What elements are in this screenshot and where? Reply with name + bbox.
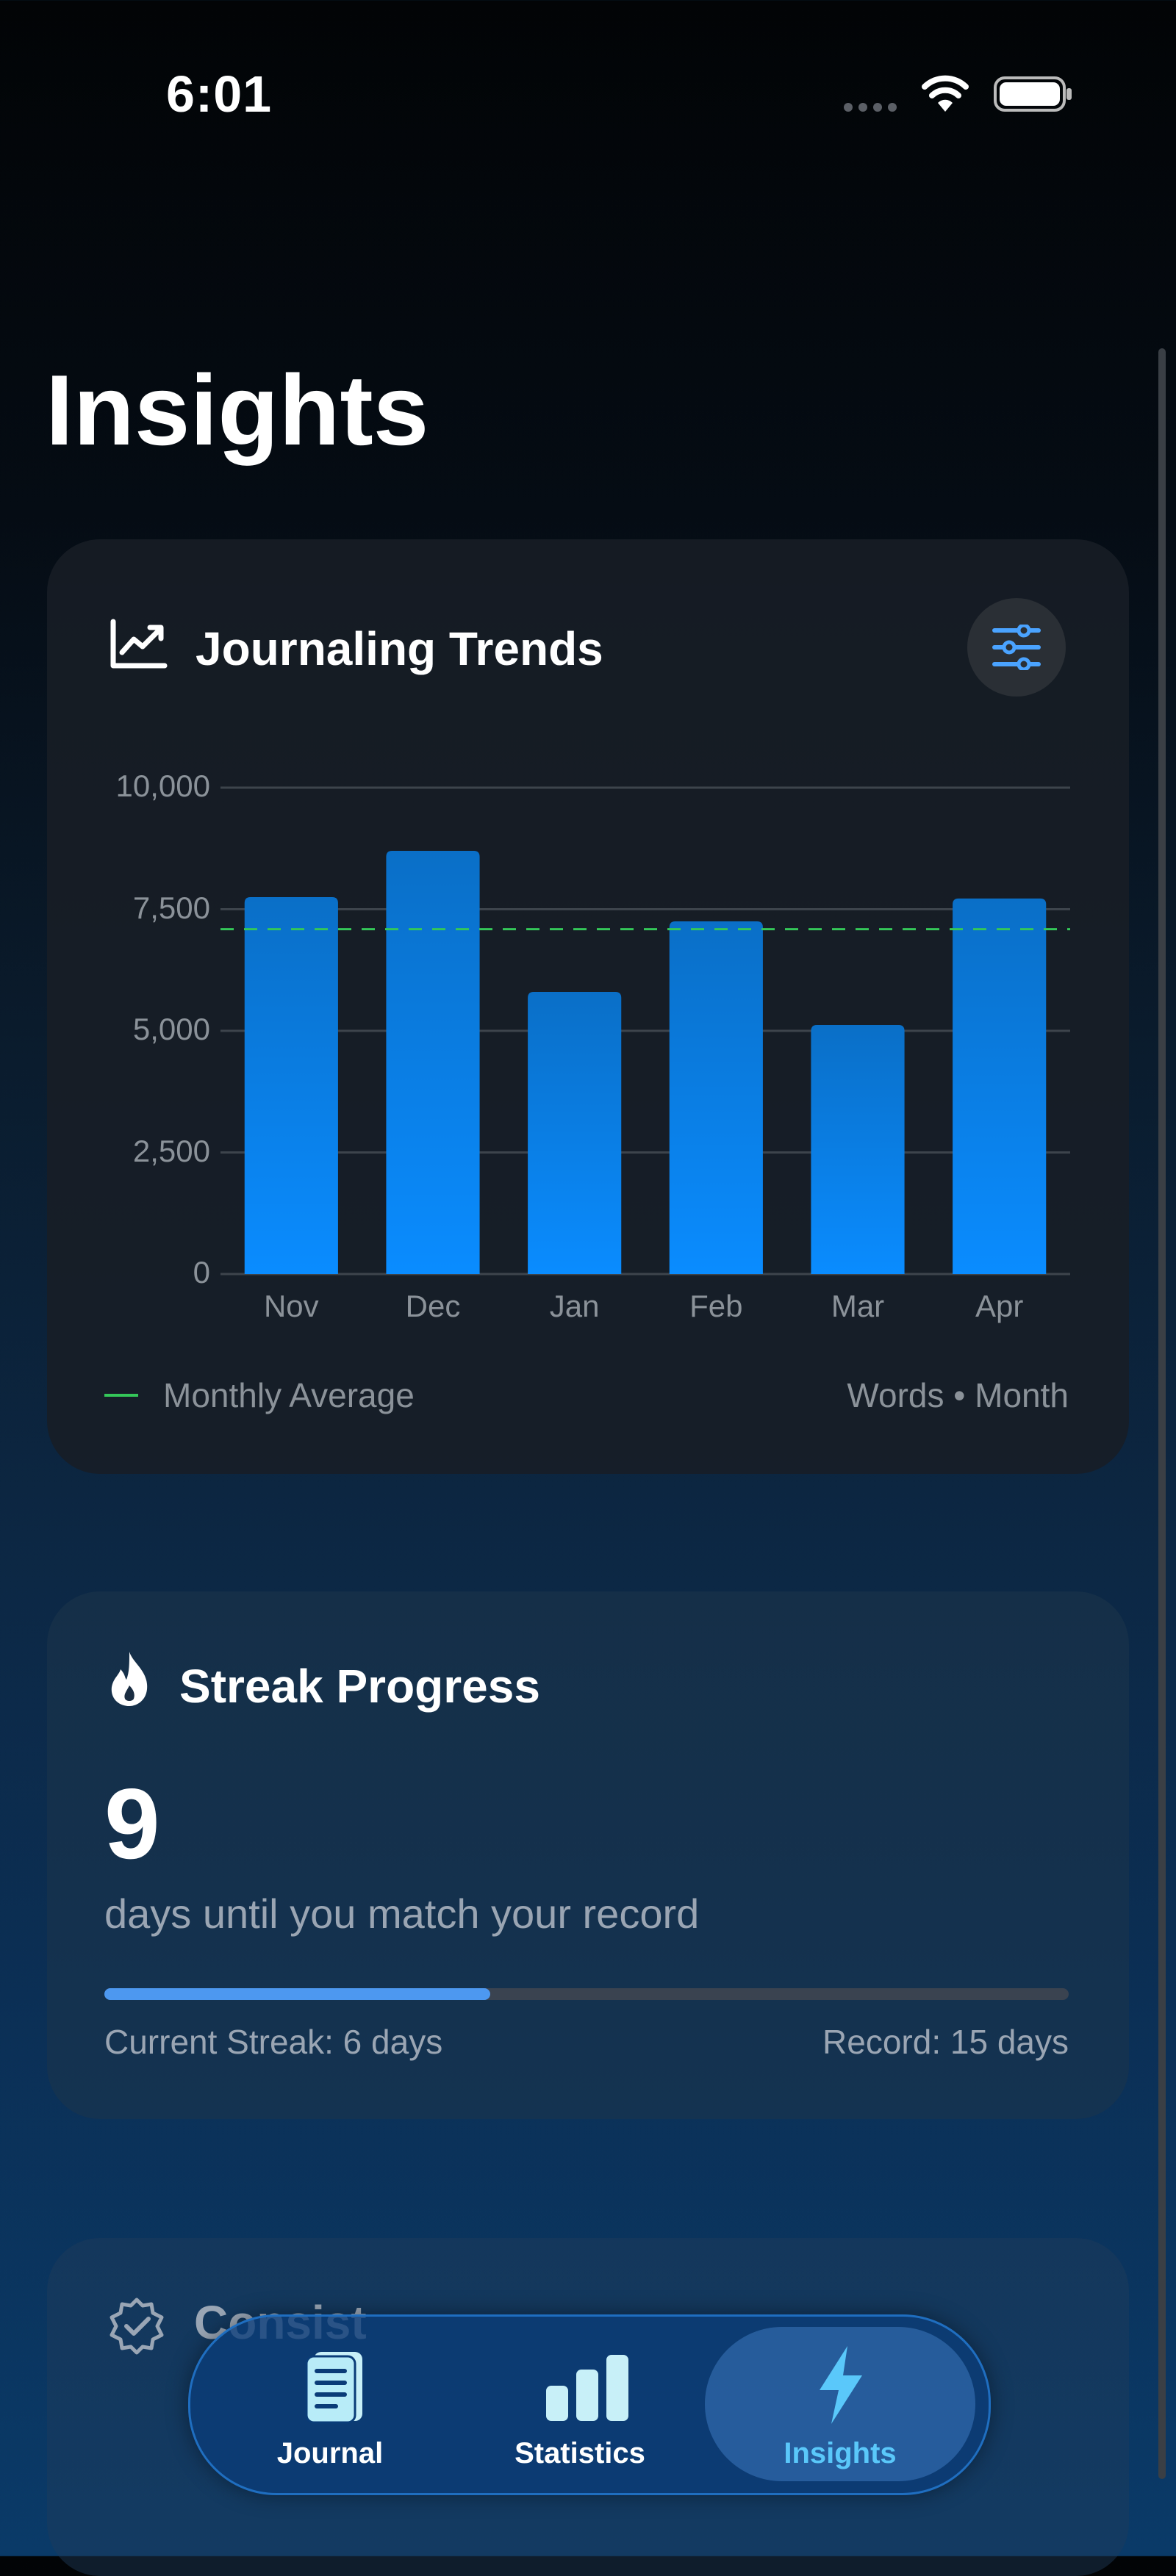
units-label: Words • Month bbox=[847, 1376, 1069, 1414]
x-tick-label: Mar bbox=[831, 1289, 885, 1323]
sliders-icon bbox=[992, 625, 1041, 670]
trends-chart: 10,000 7,500 5,000 2,500 0 Nov Dec Jan Feb Mar Ap… bbox=[115, 769, 1070, 1323]
filter-button[interactable] bbox=[967, 598, 1066, 697]
record-label: Record: 15 days bbox=[822, 2023, 1069, 2061]
average-legend-swatch bbox=[104, 1394, 138, 1397]
streak-progress-fill bbox=[104, 1988, 490, 2000]
journal-page-icon bbox=[305, 2352, 362, 2424]
tab-journal-label: Journal bbox=[276, 2437, 384, 2469]
tab-statistics[interactable]: Statistics bbox=[470, 2317, 690, 2493]
bar-nov[interactable] bbox=[244, 896, 338, 1274]
page-title: Insights bbox=[46, 354, 429, 466]
scroll-indicator[interactable] bbox=[1158, 348, 1166, 2479]
status-time: 6:01 bbox=[166, 65, 273, 123]
wifi-icon bbox=[922, 75, 969, 112]
tab-insights-label: Insights bbox=[784, 2437, 897, 2469]
checkmark-seal-icon bbox=[110, 2298, 164, 2355]
tab-bar: Journal Statistics Insights bbox=[188, 2314, 991, 2495]
days-remaining-value: 9 bbox=[104, 1768, 160, 1879]
y-tick-label: 7,500 bbox=[132, 890, 210, 925]
bar-apr[interactable] bbox=[953, 898, 1047, 1274]
bar-chart-icon bbox=[546, 2355, 628, 2421]
chart-line-uptrend-icon bbox=[110, 619, 168, 669]
tab-statistics-label: Statistics bbox=[514, 2437, 645, 2469]
average-legend-label: Monthly Average bbox=[163, 1376, 415, 1414]
tab-insights[interactable]: Insights bbox=[730, 2317, 950, 2493]
bar-mar[interactable] bbox=[811, 1025, 905, 1274]
trends-chart-plot bbox=[220, 786, 1070, 1276]
y-tick-label: 2,500 bbox=[132, 1133, 210, 1168]
x-tick-label: Nov bbox=[263, 1289, 319, 1323]
trends-title: Journaling Trends bbox=[196, 622, 603, 675]
bar-feb[interactable] bbox=[669, 921, 763, 1274]
x-tick-label: Apr bbox=[975, 1289, 1024, 1323]
x-tick-label: Dec bbox=[405, 1289, 461, 1323]
bolt-icon bbox=[820, 2346, 862, 2424]
days-remaining-caption: days until you match your record bbox=[104, 1890, 700, 1937]
tab-journal[interactable]: Journal bbox=[220, 2317, 440, 2493]
x-tick-label: Feb bbox=[689, 1289, 743, 1323]
y-tick-label: 10,000 bbox=[115, 769, 210, 803]
x-tick-label: Jan bbox=[549, 1289, 600, 1323]
current-streak-label: Current Streak: 6 days bbox=[104, 2023, 443, 2061]
bar-dec[interactable] bbox=[386, 851, 480, 1274]
streak-title: Streak Progress bbox=[179, 1660, 540, 1713]
y-tick-label: 5,000 bbox=[132, 1012, 210, 1046]
y-tick-label: 0 bbox=[193, 1255, 210, 1289]
streak-progress-bar bbox=[104, 1988, 1069, 2000]
flame-icon bbox=[111, 1652, 148, 1706]
bar-jan[interactable] bbox=[528, 992, 622, 1274]
cellular-signal-icon bbox=[844, 103, 897, 112]
streak-progress-card bbox=[47, 1591, 1129, 2119]
battery-icon bbox=[994, 76, 1072, 112]
